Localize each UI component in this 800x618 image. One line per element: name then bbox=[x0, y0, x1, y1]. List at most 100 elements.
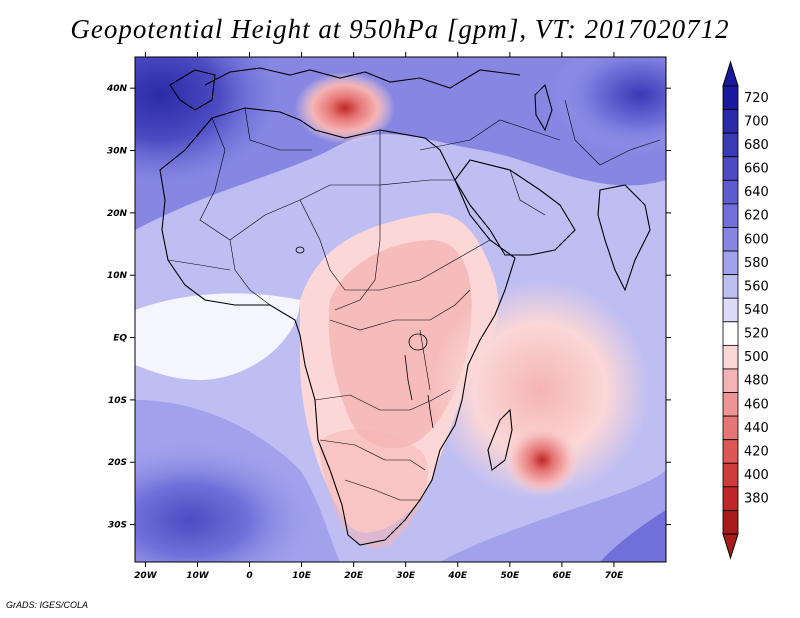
colorbar-segment bbox=[722, 250, 739, 276]
colorbar-label: 640 bbox=[744, 185, 769, 200]
colorbar-label: 560 bbox=[744, 279, 769, 294]
title-vt-label: VT: bbox=[534, 14, 577, 44]
india-outline bbox=[597, 184, 651, 292]
chart-title: Geopotential Height at 950hPa [gpm], VT:… bbox=[70, 14, 730, 44]
lat-label: 10S bbox=[108, 396, 127, 406]
lon-label: 0 bbox=[246, 571, 252, 581]
border-line bbox=[299, 199, 491, 291]
colorbar-segment bbox=[722, 510, 739, 535]
map-field bbox=[135, 57, 666, 562]
colorbar-segment bbox=[722, 297, 739, 323]
caspian-outline bbox=[534, 83, 553, 132]
lon-label: 30E bbox=[396, 571, 416, 581]
colorbar-segment bbox=[722, 203, 739, 228]
field-south-low bbox=[319, 429, 429, 549]
colorbar-segment bbox=[722, 109, 739, 134]
border-line bbox=[314, 389, 451, 411]
colorbar-segment bbox=[722, 132, 739, 158]
field-med-low bbox=[295, 72, 395, 144]
lakes bbox=[295, 246, 434, 429]
colorbar-label: 460 bbox=[744, 397, 769, 412]
colorbar-segment bbox=[722, 321, 739, 346]
colorbar-label: 620 bbox=[744, 209, 769, 224]
field-nw-high bbox=[135, 57, 280, 185]
lat-label: 30S bbox=[108, 521, 127, 531]
lake-malawi-outline bbox=[427, 394, 434, 429]
title-valid-time: 2017020712 bbox=[584, 14, 730, 44]
iberia-outline bbox=[169, 69, 216, 111]
lat-label: 20N bbox=[107, 209, 128, 219]
colorbar: 720 700 680 660 640 620 600 580 560 540 520 500 480 4… bbox=[722, 60, 769, 560]
lon-label: 10E bbox=[292, 571, 312, 581]
map-frame bbox=[134, 56, 667, 563]
colorbar-label: 580 bbox=[744, 256, 769, 271]
colorbar-segment bbox=[722, 156, 739, 181]
border-line bbox=[419, 119, 561, 151]
colorbar-label: 540 bbox=[744, 303, 769, 318]
colorbar-under-triangle bbox=[722, 533, 739, 560]
lake-chad-outline bbox=[295, 246, 305, 254]
border-line bbox=[509, 169, 546, 216]
colorbar-over-triangle bbox=[722, 60, 739, 87]
europe-coast bbox=[204, 67, 521, 89]
border-line bbox=[229, 239, 271, 306]
lat-label: 30N bbox=[107, 147, 128, 157]
borders bbox=[167, 99, 661, 501]
colorbar-segment bbox=[722, 368, 739, 393]
longitude-axis: 20W 10W 0 10E 20E 30E 40E 50E 60E 70E bbox=[134, 52, 624, 581]
lat-label: EQ bbox=[113, 334, 127, 344]
lake-tanganyika-outline bbox=[404, 354, 413, 401]
colorbar-segment bbox=[722, 415, 739, 441]
lat-label: 10N bbox=[107, 271, 128, 281]
colorbar-segment bbox=[722, 392, 739, 417]
colorbar-label: 600 bbox=[744, 232, 769, 247]
colorbar-label: 660 bbox=[744, 162, 769, 177]
field-sw-high bbox=[135, 440, 320, 562]
border-line bbox=[167, 259, 231, 271]
colorbar-segment bbox=[722, 179, 739, 205]
colorbar-label: 520 bbox=[744, 327, 769, 342]
lat-label: 20S bbox=[108, 458, 127, 468]
colorbar-segment bbox=[722, 344, 739, 370]
colorbar-label: 700 bbox=[744, 114, 769, 129]
colorbar-segment bbox=[722, 227, 739, 252]
border-line bbox=[344, 479, 420, 501]
lake-victoria-outline bbox=[408, 333, 428, 351]
field-se-band bbox=[440, 470, 666, 562]
lon-label: 60E bbox=[553, 571, 573, 581]
border-line bbox=[334, 130, 381, 311]
colorbar-segment bbox=[722, 274, 739, 299]
lon-label: 50E bbox=[500, 571, 520, 581]
colorbar-segment bbox=[722, 85, 739, 110]
colorbar-segment bbox=[722, 486, 739, 511]
colorbar-label: 440 bbox=[744, 421, 769, 436]
border-line bbox=[564, 99, 661, 166]
madagascar-outline bbox=[487, 408, 513, 471]
border-line bbox=[319, 439, 426, 471]
border-line bbox=[199, 117, 455, 241]
colorbar-label: 400 bbox=[744, 468, 769, 483]
lon-label: 20W bbox=[134, 571, 158, 581]
colorbar-label: 500 bbox=[744, 350, 769, 365]
lon-label: 40E bbox=[447, 571, 468, 581]
border-line bbox=[419, 329, 431, 391]
field-mauritius-low bbox=[504, 424, 580, 496]
lon-label: 70E bbox=[605, 571, 625, 581]
colorbar-label: 480 bbox=[744, 374, 769, 389]
field-ne-high bbox=[550, 57, 666, 155]
lon-label: 10W bbox=[186, 571, 210, 581]
colorbar-label: 680 bbox=[744, 138, 769, 153]
border-line bbox=[244, 107, 312, 151]
border-line bbox=[329, 289, 471, 331]
title-field: Geopotential Height at 950hPa [gpm] bbox=[70, 14, 520, 44]
colorbar-label: 420 bbox=[744, 444, 769, 459]
field-se-deep bbox=[600, 510, 666, 562]
colorbar-segment bbox=[722, 439, 739, 464]
colorbar-label: 720 bbox=[744, 91, 769, 106]
grads-credit: GrADS: IGES/COLA bbox=[6, 600, 89, 610]
lon-label: 20E bbox=[344, 571, 364, 581]
colorbar-label: 380 bbox=[744, 492, 769, 507]
lat-label: 40N bbox=[106, 84, 128, 94]
latitude-axis: 40N 30N 20N 10N EQ 10S 20S 30S bbox=[106, 84, 671, 531]
